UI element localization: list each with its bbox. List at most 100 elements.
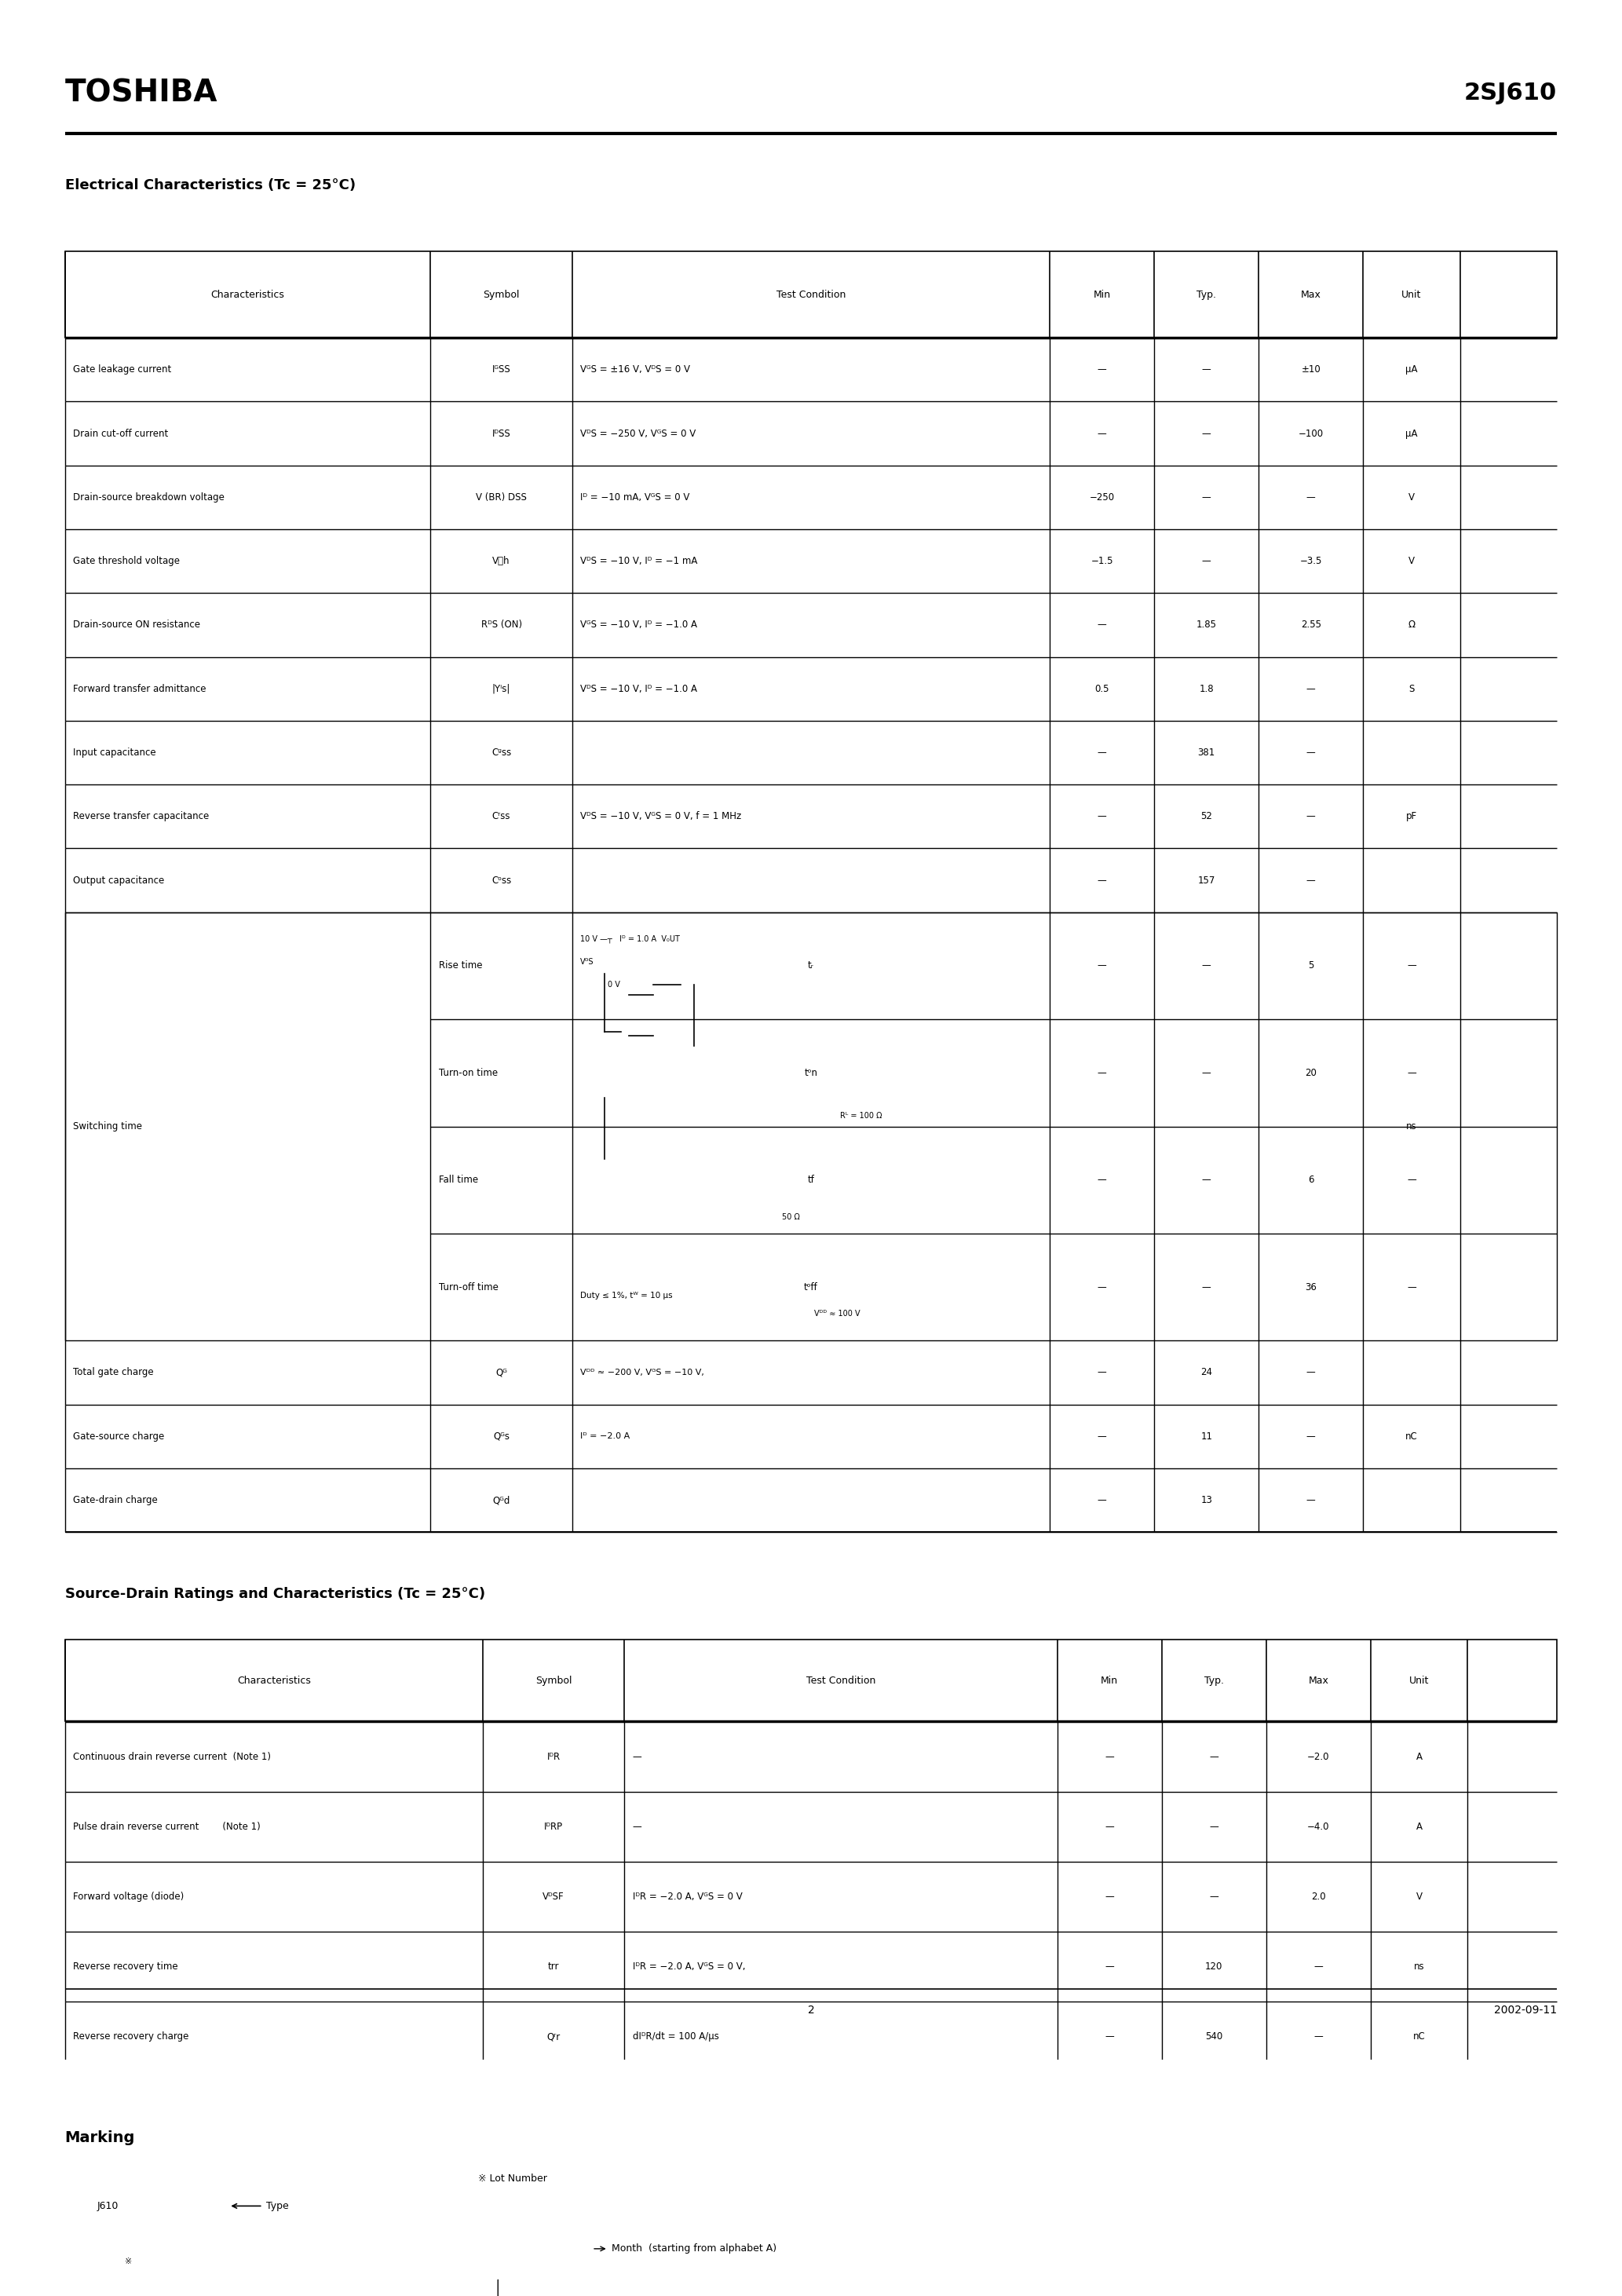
- Text: 1.85: 1.85: [1197, 620, 1216, 629]
- Text: 2: 2: [808, 2004, 814, 2016]
- Text: Min: Min: [1093, 289, 1111, 298]
- Text: —: —: [1306, 1495, 1315, 1506]
- Text: tᵣ: tᵣ: [808, 960, 814, 971]
- Text: —: —: [1210, 1821, 1218, 1832]
- Text: −250: −250: [1090, 491, 1114, 503]
- Text: —: —: [1406, 1176, 1416, 1185]
- Text: Cᵒss: Cᵒss: [491, 875, 511, 886]
- Text: Test Condition: Test Condition: [806, 1676, 876, 1685]
- Text: tᵒn: tᵒn: [805, 1068, 817, 1079]
- Bar: [482, 2220, 530, 2278]
- Text: —: —: [1306, 748, 1315, 758]
- Text: V₝h: V₝h: [493, 556, 511, 567]
- Text: Max: Max: [1301, 289, 1320, 298]
- Text: —: —: [1202, 556, 1212, 567]
- Text: nC: nC: [1405, 1430, 1418, 1442]
- Text: −1.5: −1.5: [1092, 556, 1113, 567]
- Text: 50 Ω: 50 Ω: [782, 1212, 800, 1221]
- Text: ※ Lot Number: ※ Lot Number: [478, 2174, 548, 2183]
- Text: —: —: [1306, 875, 1315, 886]
- Text: —: —: [1098, 960, 1106, 971]
- Text: Forward voltage (diode): Forward voltage (diode): [73, 1892, 183, 1901]
- Text: VᴳS = −10 V, Iᴰ = −1.0 A: VᴳS = −10 V, Iᴰ = −1.0 A: [581, 620, 697, 629]
- Text: 52: 52: [1200, 810, 1212, 822]
- Text: —: —: [1098, 365, 1106, 374]
- Text: dIᴰR/dt = 100 A/μs: dIᴰR/dt = 100 A/μs: [633, 2032, 719, 2041]
- Text: Gate leakage current: Gate leakage current: [73, 365, 172, 374]
- Text: 10 V —┬   Iᴰ = 1.0 A  V₀UT: 10 V —┬ Iᴰ = 1.0 A V₀UT: [581, 934, 680, 944]
- Text: 2SJ610: 2SJ610: [1465, 80, 1557, 103]
- Text: —: —: [1098, 1176, 1106, 1185]
- Text: Min: Min: [1101, 1676, 1118, 1685]
- Text: 2.0: 2.0: [1311, 1892, 1325, 1901]
- Text: —: —: [1098, 748, 1106, 758]
- Text: —: —: [1098, 429, 1106, 439]
- Text: —: —: [1098, 810, 1106, 822]
- Text: —: —: [1314, 2032, 1324, 2041]
- Text: Reverse transfer capacitance: Reverse transfer capacitance: [73, 810, 209, 822]
- Text: V: V: [1408, 556, 1414, 567]
- Text: VᴳS = ±16 V, VᴰS = 0 V: VᴳS = ±16 V, VᴰS = 0 V: [581, 365, 691, 374]
- Text: Total gate charge: Total gate charge: [73, 1368, 154, 1378]
- Text: Vᴰᴰ ≈ 100 V: Vᴰᴰ ≈ 100 V: [814, 1311, 860, 1318]
- Text: —: —: [1098, 875, 1106, 886]
- Text: V (BR) DSS: V (BR) DSS: [475, 491, 527, 503]
- Text: Switching time: Switching time: [73, 1120, 143, 1132]
- Text: Characteristics: Characteristics: [211, 289, 284, 298]
- Text: Turn-off time: Turn-off time: [438, 1281, 498, 1293]
- Text: —: —: [1210, 1752, 1218, 1761]
- Text: Duty ≤ 1%, tᵂ = 10 μs: Duty ≤ 1%, tᵂ = 10 μs: [581, 1290, 673, 1300]
- Text: tᵒff: tᵒff: [805, 1281, 817, 1293]
- Text: 1.8: 1.8: [1199, 684, 1213, 693]
- Text: Unit: Unit: [1410, 1676, 1429, 1685]
- Text: Forward transfer admittance: Forward transfer admittance: [73, 684, 206, 693]
- Text: Rᴸ = 100 Ω: Rᴸ = 100 Ω: [840, 1111, 882, 1120]
- Text: —: —: [1314, 1961, 1324, 1972]
- Text: Qᴳ: Qᴳ: [496, 1368, 508, 1378]
- Text: —: —: [1202, 1281, 1212, 1293]
- Text: Drain cut-off current: Drain cut-off current: [73, 429, 169, 439]
- Text: IᴰRP: IᴰRP: [543, 1821, 563, 1832]
- Text: Max: Max: [1309, 1676, 1328, 1685]
- Text: Pulse drain reverse current        (Note 1): Pulse drain reverse current (Note 1): [73, 1821, 261, 1832]
- Text: —: —: [1105, 1752, 1114, 1761]
- Text: 2.55: 2.55: [1301, 620, 1320, 629]
- Text: −4.0: −4.0: [1307, 1821, 1330, 1832]
- Text: J610: J610: [97, 2202, 118, 2211]
- Text: Gate-source charge: Gate-source charge: [73, 1430, 164, 1442]
- Text: Unit: Unit: [1401, 289, 1421, 298]
- Text: 0.5: 0.5: [1095, 684, 1109, 693]
- Text: Gate threshold voltage: Gate threshold voltage: [73, 556, 180, 567]
- Text: Qᴳd: Qᴳd: [493, 1495, 511, 1506]
- Text: —: —: [1202, 960, 1212, 971]
- Text: Reverse recovery charge: Reverse recovery charge: [73, 2032, 188, 2041]
- Text: —: —: [1098, 1281, 1106, 1293]
- Text: ns: ns: [1406, 1120, 1418, 1132]
- Text: 24: 24: [1200, 1368, 1212, 1378]
- Text: IᴰR = −2.0 A, VᴳS = 0 V,: IᴰR = −2.0 A, VᴳS = 0 V,: [633, 1961, 744, 1972]
- Text: —: —: [1105, 2032, 1114, 2041]
- Text: Continuous drain reverse current  (Note 1): Continuous drain reverse current (Note 1…: [73, 1752, 271, 1761]
- Text: RᴰS (ON): RᴰS (ON): [480, 620, 522, 629]
- Text: Cᶢss: Cᶢss: [491, 748, 511, 758]
- Text: VᴰS = −250 V, VᴳS = 0 V: VᴰS = −250 V, VᴳS = 0 V: [581, 429, 696, 439]
- Text: 11: 11: [1200, 1430, 1212, 1442]
- Text: —: —: [1098, 1430, 1106, 1442]
- Text: Source-Drain Ratings and Characteristics (Tc = 25°C): Source-Drain Ratings and Characteristics…: [65, 1587, 485, 1600]
- Text: VᴰSF: VᴰSF: [543, 1892, 564, 1901]
- Text: Gate-drain charge: Gate-drain charge: [73, 1495, 157, 1506]
- Text: Marking: Marking: [65, 2131, 135, 2144]
- Text: TOSHIBA: TOSHIBA: [65, 78, 217, 108]
- Text: Input capacitance: Input capacitance: [73, 748, 156, 758]
- Text: −100: −100: [1298, 429, 1324, 439]
- Text: VᴰS = −10 V, Iᴰ = −1 mA: VᴰS = −10 V, Iᴰ = −1 mA: [581, 556, 697, 567]
- Text: Vᴰᴰ ≈ −200 V, VᴳS = −10 V,: Vᴰᴰ ≈ −200 V, VᴳS = −10 V,: [581, 1368, 704, 1375]
- Bar: [65, 1639, 1557, 1722]
- Text: −2.0: −2.0: [1307, 1752, 1330, 1761]
- Text: 0 V: 0 V: [608, 980, 620, 987]
- Text: —: —: [1210, 1892, 1218, 1901]
- Text: —: —: [1202, 1176, 1212, 1185]
- Bar: [543, 2220, 592, 2278]
- Text: —: —: [1202, 429, 1212, 439]
- Text: Month  (starting from alphabet A): Month (starting from alphabet A): [611, 2243, 777, 2255]
